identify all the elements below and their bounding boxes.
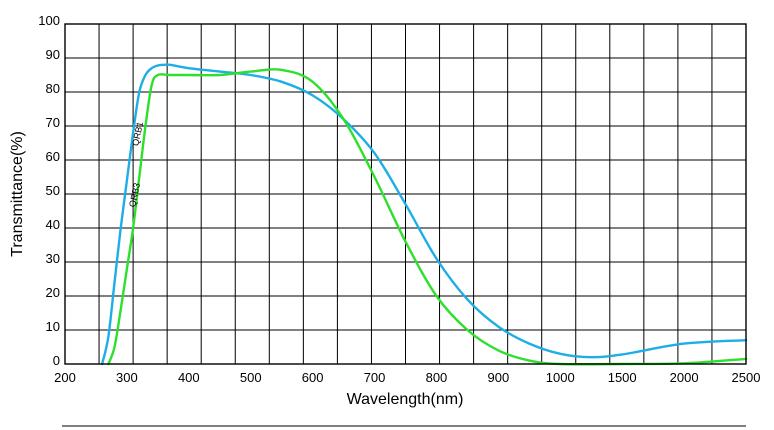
x-tick-label: 1500	[608, 370, 637, 385]
y-axis-title: Transmittance(%)	[9, 131, 26, 257]
x-tick-label: 900	[488, 370, 510, 385]
y-tick-label: 100	[38, 13, 60, 28]
grid-lines	[65, 24, 746, 364]
x-tick-label: 700	[364, 370, 386, 385]
x-tick-label: 600	[302, 370, 324, 385]
curve-label-qrb1: QRB1	[130, 121, 145, 147]
x-tick-label: 1000	[546, 370, 575, 385]
y-tick-label: 10	[46, 319, 60, 334]
y-tick-label: 40	[46, 217, 60, 232]
x-tick-label: 800	[426, 370, 448, 385]
series-line-qrb3	[107, 68, 748, 366]
y-tick-label: 90	[46, 47, 60, 62]
x-tick-labels: 200 300 400 500 600 700 800 900 1000 1500 2000 2500	[54, 370, 760, 385]
y-tick-label: 60	[46, 149, 60, 164]
curve-label-qrb3: QRB3	[127, 182, 142, 208]
plot-frame	[64, 23, 747, 365]
x-axis-title: Wavelength(nm)	[347, 391, 464, 408]
x-tick-label: 500	[240, 370, 262, 385]
y-tick-label: 30	[46, 251, 60, 266]
x-tick-label: 2500	[732, 370, 761, 385]
series-line-qrb1	[100, 63, 748, 366]
y-tick-label: 20	[46, 285, 60, 300]
x-tick-label: 200	[54, 370, 76, 385]
x-tick-label: 400	[178, 370, 200, 385]
x-tick-label: 300	[116, 370, 138, 385]
y-tick-label: 80	[46, 81, 60, 96]
x-tick-label: 2000	[670, 370, 699, 385]
data-curves	[100, 63, 748, 366]
y-tick-label: 50	[46, 183, 60, 198]
y-tick-label: 70	[46, 115, 60, 130]
curve-labels: QRB1 QRB3	[127, 121, 145, 208]
y-tick-labels: 0 10 20 30 40 50 60 70 80 90 100	[38, 13, 60, 368]
y-tick-label: 0	[53, 353, 60, 368]
